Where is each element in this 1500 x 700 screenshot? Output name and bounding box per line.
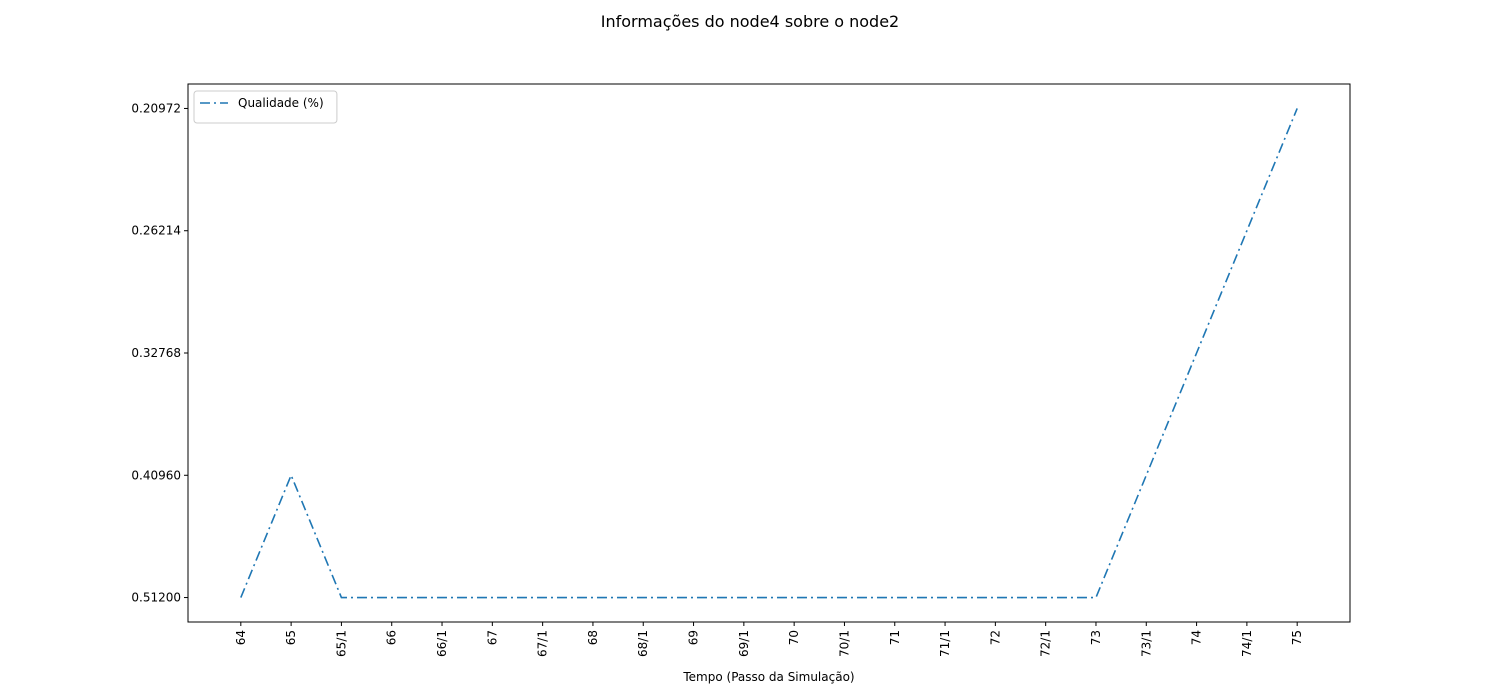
x-tick-label: 67/1	[536, 630, 550, 657]
x-tick-label: 72	[988, 630, 1002, 645]
x-tick-label: 66/1	[435, 630, 449, 657]
x-tick-label: 64	[234, 630, 248, 645]
x-tick-label: 71/1	[938, 630, 952, 657]
x-tick-label: 68	[586, 630, 600, 645]
x-tick-label: 66	[385, 630, 399, 645]
x-tick-label: 65/1	[334, 630, 348, 657]
y-tick-label: 0.40960	[131, 468, 181, 482]
x-tick-label: 73/1	[1139, 630, 1153, 657]
y-tick-label: 0.20972	[131, 101, 181, 115]
x-tick-label: 65	[284, 630, 298, 645]
x-tick-label: 71	[888, 630, 902, 645]
plot-area	[187, 83, 1351, 623]
x-tick-label: 68/1	[636, 630, 650, 657]
data-line	[240, 108, 1298, 599]
legend: Qualidade (%)	[193, 90, 338, 124]
x-tick-label: 70/1	[837, 630, 851, 657]
y-tick-label: 0.51200	[131, 591, 181, 605]
x-tick-label: 74	[1190, 630, 1204, 645]
x-tick-label: 70	[787, 630, 801, 645]
x-tick-label: 67	[485, 630, 499, 645]
x-tick-label: 73	[1089, 630, 1103, 645]
x-tick-label: 69	[687, 630, 701, 645]
x-tick-label: 72/1	[1039, 630, 1053, 657]
chart-title: Informações do node4 sobre o node2	[601, 12, 899, 31]
legend-box	[193, 90, 338, 124]
x-axis-label: Tempo (Passo da Simulação)	[682, 670, 854, 684]
x-tick-label: 69/1	[737, 630, 751, 657]
legend-label: Qualidade (%)	[238, 96, 324, 110]
y-tick-label: 0.32768	[131, 346, 181, 360]
x-tick-label: 75	[1290, 630, 1304, 645]
y-tick-label: 0.26214	[131, 224, 181, 238]
x-tick-label: 74/1	[1240, 630, 1254, 657]
